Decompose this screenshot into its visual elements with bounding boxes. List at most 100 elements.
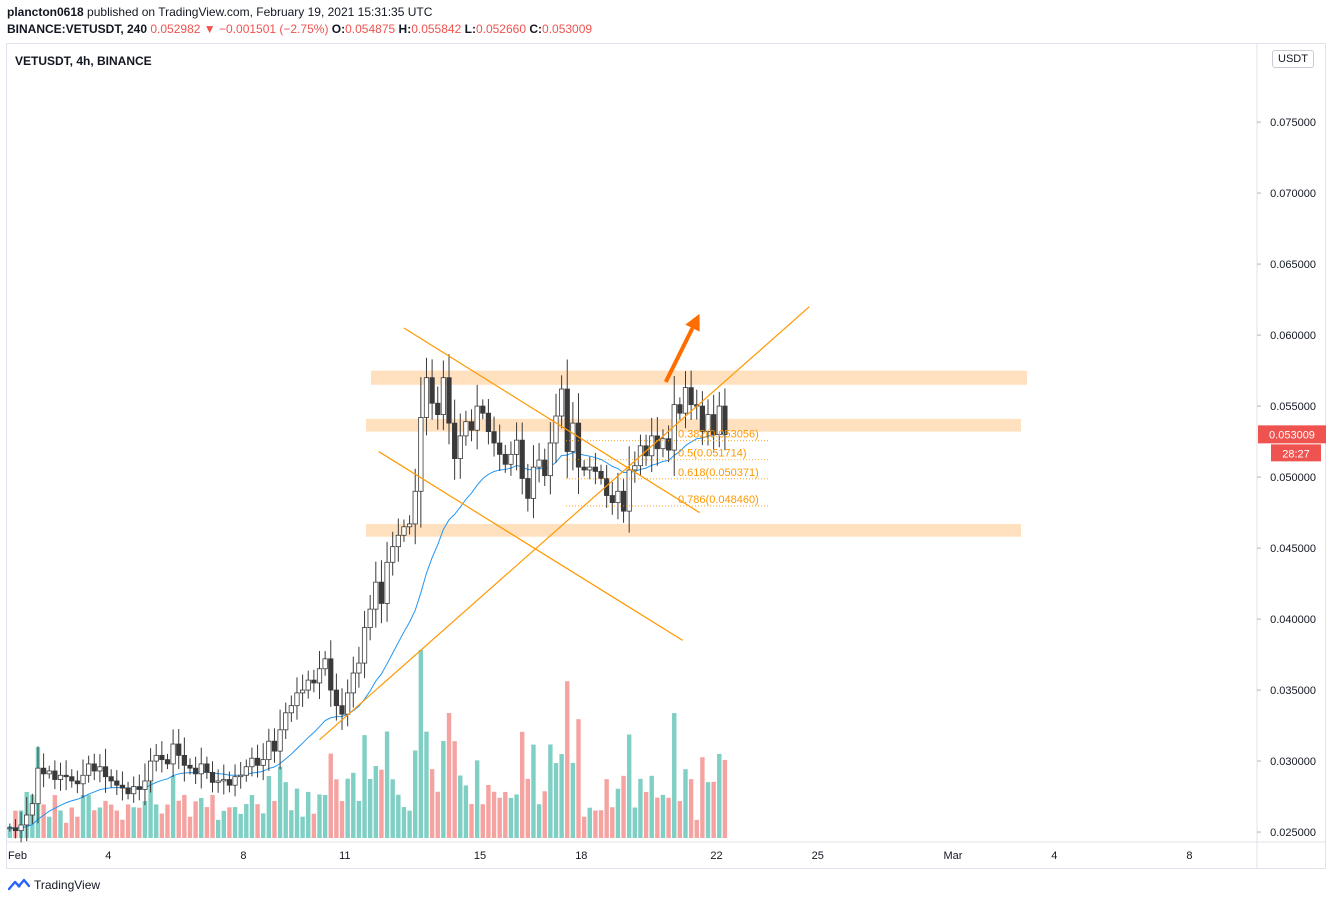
candle (193, 756, 199, 785)
tradingview-logo[interactable]: TradingView (8, 878, 100, 892)
volume-bar (542, 791, 547, 838)
y-tick-label-9: 0.030000 (1270, 756, 1316, 768)
candle (147, 748, 154, 793)
candle-body (581, 466, 587, 471)
zone-1 (366, 418, 1021, 432)
volume-bar (272, 800, 277, 838)
candle (525, 463, 531, 512)
volume-bar (334, 779, 339, 838)
volume-bar (536, 804, 542, 838)
candle (553, 393, 559, 463)
volume-bar (593, 810, 598, 838)
candle (581, 460, 587, 477)
candle-body (18, 824, 24, 832)
volume-bar (199, 797, 204, 838)
candle-body (294, 692, 300, 707)
candle (283, 702, 289, 740)
candle (52, 760, 58, 790)
candle (316, 651, 323, 699)
candle (485, 399, 492, 445)
candle (378, 560, 385, 624)
candle (530, 445, 537, 519)
volume-bar (210, 794, 215, 838)
candle-body (80, 774, 86, 785)
volume-bar (52, 795, 58, 838)
volume-bar (47, 816, 52, 838)
candle-body (705, 414, 711, 433)
candle-body (125, 787, 131, 795)
candle-body (288, 705, 294, 714)
candle-body (277, 729, 283, 752)
volume-bar (266, 775, 272, 838)
x-tick-label-2: 8 (240, 850, 246, 862)
candle (502, 444, 508, 473)
candle-body (373, 581, 379, 610)
candle-body (52, 770, 58, 780)
volume-bar (311, 813, 317, 838)
high-label: H: (398, 22, 412, 36)
volume-bar (125, 804, 131, 838)
change-down-icon: ▼ (203, 22, 216, 36)
candle (542, 448, 548, 486)
tradingview-brand: TradingView (34, 878, 101, 892)
volume-bar (244, 804, 249, 838)
candle (114, 770, 120, 795)
candle (513, 422, 520, 471)
breakout-arrow (663, 313, 700, 383)
candle (277, 709, 283, 770)
candle (564, 359, 570, 479)
volume-bar (75, 816, 80, 838)
candle-body (29, 803, 35, 816)
currency-badge[interactable]: USDT (1272, 50, 1314, 68)
candle-body (677, 404, 683, 414)
candle-body (305, 679, 311, 691)
volume-bar (227, 807, 232, 838)
candles (7, 354, 728, 843)
volume-bar (598, 810, 604, 838)
candle-body (283, 712, 289, 731)
candle-body (147, 760, 154, 782)
publisher-name[interactable]: plancton0618 (7, 5, 84, 19)
candle (570, 402, 576, 471)
candle (243, 759, 249, 782)
candle (615, 472, 621, 520)
candle (131, 776, 137, 803)
volume-bar (638, 778, 643, 838)
candle (716, 391, 722, 448)
candle-body (91, 763, 97, 772)
volume-bar (215, 819, 221, 838)
y-tick-label-4: 0.055000 (1270, 401, 1316, 413)
volume-bar (632, 807, 638, 838)
candle-body (699, 405, 705, 433)
x-tick-label-8: Mar (943, 850, 962, 862)
countdown-tag-bg (1271, 444, 1321, 462)
volume-bar (452, 741, 457, 838)
y-tick-label-6: 0.045000 (1270, 543, 1316, 555)
volume-bar (97, 807, 103, 838)
candle-body (97, 766, 103, 772)
volume-bar (660, 794, 666, 838)
candle-body (204, 763, 210, 773)
candle (254, 744, 261, 778)
volume-bar (531, 744, 536, 838)
candle-body (142, 780, 148, 790)
candle-body (423, 377, 430, 418)
candle (440, 360, 446, 431)
candle (63, 760, 69, 791)
candle-body (86, 763, 92, 776)
arrow-head-icon (685, 313, 700, 332)
volume-bar (176, 800, 181, 838)
volume-bar (503, 791, 508, 838)
candle (333, 673, 339, 721)
volume-bar (688, 779, 694, 838)
candle-body (271, 740, 278, 752)
x-tick-label-9: 4 (1051, 850, 1057, 862)
candle (80, 759, 86, 798)
volume-bar (643, 791, 649, 838)
volume-bar (351, 772, 356, 838)
volume-bar (362, 735, 367, 838)
volume-bar (407, 810, 412, 838)
candle-body (564, 388, 570, 452)
volume-bar (170, 775, 176, 838)
